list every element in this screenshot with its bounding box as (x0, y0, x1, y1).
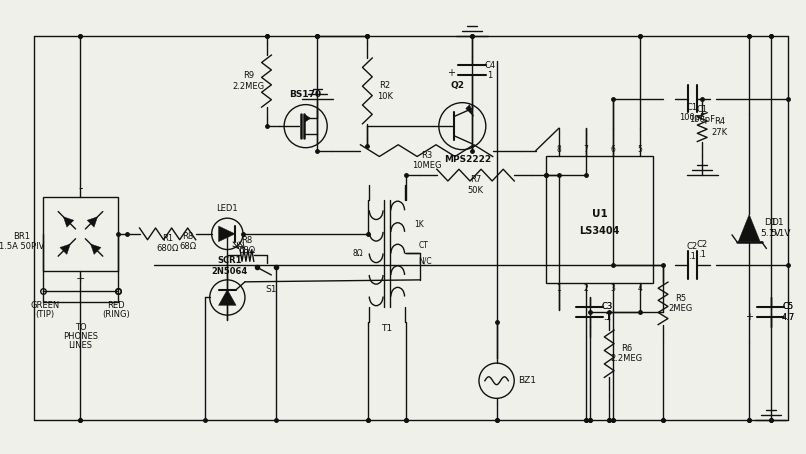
Polygon shape (305, 114, 310, 122)
Text: R6
2.2MEG: R6 2.2MEG (611, 344, 643, 364)
Text: C5
4.7: C5 4.7 (782, 302, 795, 322)
Polygon shape (64, 217, 74, 227)
Text: 8: 8 (557, 145, 562, 154)
Text: D1
5.1V: D1 5.1V (761, 218, 781, 238)
Text: RED: RED (107, 301, 124, 310)
Text: R9
2.2MEG: R9 2.2MEG (233, 71, 265, 91)
Text: 8Ω: 8Ω (353, 249, 364, 258)
Text: U1: U1 (592, 209, 607, 219)
Text: Q2: Q2 (451, 80, 464, 89)
Text: (TIP): (TIP) (35, 310, 55, 319)
Text: C3
.1: C3 .1 (601, 302, 613, 322)
Text: C1
100pF: C1 100pF (679, 103, 705, 122)
Polygon shape (218, 290, 236, 306)
Text: R2
10K: R2 10K (377, 81, 393, 101)
Text: +: + (76, 274, 85, 284)
Text: R1
680Ω: R1 680Ω (156, 234, 179, 253)
Text: 5: 5 (638, 145, 642, 154)
Text: SCR1
2N5064: SCR1 2N5064 (211, 257, 247, 276)
Text: R4
27K: R4 27K (712, 118, 728, 137)
Text: C2
.1: C2 .1 (696, 240, 708, 259)
Polygon shape (218, 226, 235, 242)
Text: +: + (447, 68, 455, 78)
Text: R8
68Ω: R8 68Ω (239, 236, 256, 255)
Text: 6: 6 (610, 145, 615, 154)
Text: R3
10MEG: R3 10MEG (412, 151, 442, 170)
Polygon shape (90, 244, 101, 254)
Text: (RING): (RING) (102, 310, 130, 319)
Text: 1K: 1K (414, 220, 424, 228)
Text: BR1
1.5A 50PIV: BR1 1.5A 50PIV (0, 232, 44, 252)
Text: 1: 1 (557, 284, 562, 293)
Text: C2
.1: C2 .1 (687, 242, 698, 261)
Text: MPS2222: MPS2222 (443, 155, 491, 164)
Text: BS170: BS170 (289, 90, 322, 99)
Text: T1: T1 (381, 324, 393, 333)
Text: R8
68Ω: R8 68Ω (180, 232, 197, 252)
Text: C4
1: C4 1 (484, 61, 496, 80)
Text: LINES: LINES (69, 341, 93, 350)
Text: 3: 3 (610, 284, 615, 293)
Text: BZ1: BZ1 (518, 376, 536, 385)
Text: LED1: LED1 (217, 204, 238, 213)
Text: PHONES: PHONES (63, 332, 98, 341)
Text: D1
5.1V: D1 5.1V (771, 218, 791, 238)
Bar (546, 156, 653, 283)
Text: C3
.1: C3 .1 (601, 302, 613, 322)
Text: N/C: N/C (418, 257, 432, 266)
Text: +: + (746, 312, 754, 322)
Text: CT: CT (418, 241, 428, 250)
Text: C5
4.7: C5 4.7 (782, 302, 795, 322)
Text: GREEN: GREEN (31, 301, 60, 310)
Polygon shape (87, 217, 98, 227)
Polygon shape (466, 104, 474, 116)
Text: -: - (78, 183, 83, 195)
Text: 2: 2 (584, 284, 588, 293)
Text: R5
2MEG: R5 2MEG (668, 294, 693, 313)
Text: 4: 4 (638, 284, 642, 293)
Text: LS3404: LS3404 (580, 226, 620, 236)
Text: TO: TO (75, 323, 86, 332)
Text: R7
50K: R7 50K (467, 175, 484, 195)
Polygon shape (60, 244, 70, 254)
Text: S1: S1 (266, 285, 277, 294)
Polygon shape (738, 214, 760, 242)
Text: 7: 7 (584, 145, 588, 154)
Text: C1
100pF: C1 100pF (689, 105, 715, 124)
Bar (44, 197, 118, 271)
